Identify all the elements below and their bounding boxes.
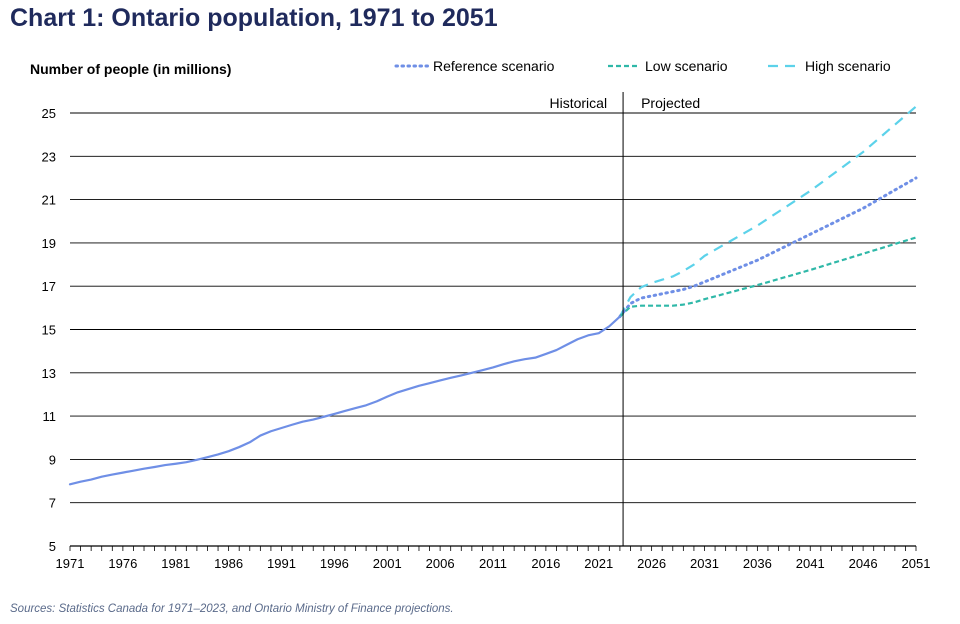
legend-label-reference: Reference scenario	[433, 58, 555, 74]
historical-label: Historical	[549, 95, 607, 111]
legend-label-high: High scenario	[805, 58, 891, 74]
gridlines	[70, 112, 916, 547]
x-tick-1996: 1996	[320, 556, 349, 571]
series-reference	[618, 176, 918, 319]
legend-label-low: Low scenario	[645, 58, 728, 74]
y-axis-ticks: 5 7 9 11 13 15 17 19 21 23 25	[42, 106, 56, 554]
x-tick-2011: 2011	[479, 556, 507, 571]
x-tick-2041: 2041	[796, 556, 825, 571]
y-tick-25: 25	[42, 106, 56, 121]
y-tick-11: 11	[43, 409, 57, 424]
x-tick-2001: 2001	[373, 556, 402, 571]
x-tick-2006: 2006	[426, 556, 455, 571]
x-axis-ticks: 1971 1976 1981 1986 1991 1996 2001 2006 2011 2016…	[56, 546, 931, 571]
x-tick-2051: 2051	[902, 556, 931, 571]
x-tick-1976: 1976	[108, 556, 137, 571]
x-tick-2036: 2036	[743, 556, 772, 571]
x-tick-2016: 2016	[531, 556, 560, 571]
y-tick-9: 9	[49, 452, 56, 467]
projected-label: Projected	[641, 95, 700, 111]
y-tick-5: 5	[49, 539, 56, 554]
series-high	[618, 105, 917, 318]
y-tick-15: 15	[42, 323, 56, 338]
chart-title: Chart 1: Ontario population, 1971 to 205…	[10, 4, 498, 32]
y-tick-13: 13	[42, 366, 56, 381]
series-lines	[68, 105, 918, 486]
x-tick-1986: 1986	[214, 556, 243, 571]
x-tick-2026: 2026	[637, 556, 666, 571]
x-tick-2031: 2031	[690, 556, 719, 571]
y-tick-19: 19	[42, 236, 56, 251]
y-tick-7: 7	[49, 496, 56, 511]
x-tick-2021: 2021	[584, 556, 613, 571]
legend: Reference scenario Low scenario High scena…	[394, 58, 891, 74]
series-historical	[68, 315, 621, 486]
y-tick-23: 23	[42, 149, 56, 164]
y-tick-21: 21	[42, 193, 56, 208]
y-tick-17: 17	[42, 279, 56, 294]
x-tick-2046: 2046	[849, 556, 878, 571]
source-note: Sources: Statistics Canada for 1971–2023…	[10, 603, 454, 615]
x-tick-1981: 1981	[161, 556, 190, 571]
x-tick-1971: 1971	[56, 556, 85, 571]
x-tick-1991: 1991	[267, 556, 296, 571]
y-axis-label: Number of people (in millions)	[30, 61, 231, 77]
series-low	[619, 236, 917, 318]
